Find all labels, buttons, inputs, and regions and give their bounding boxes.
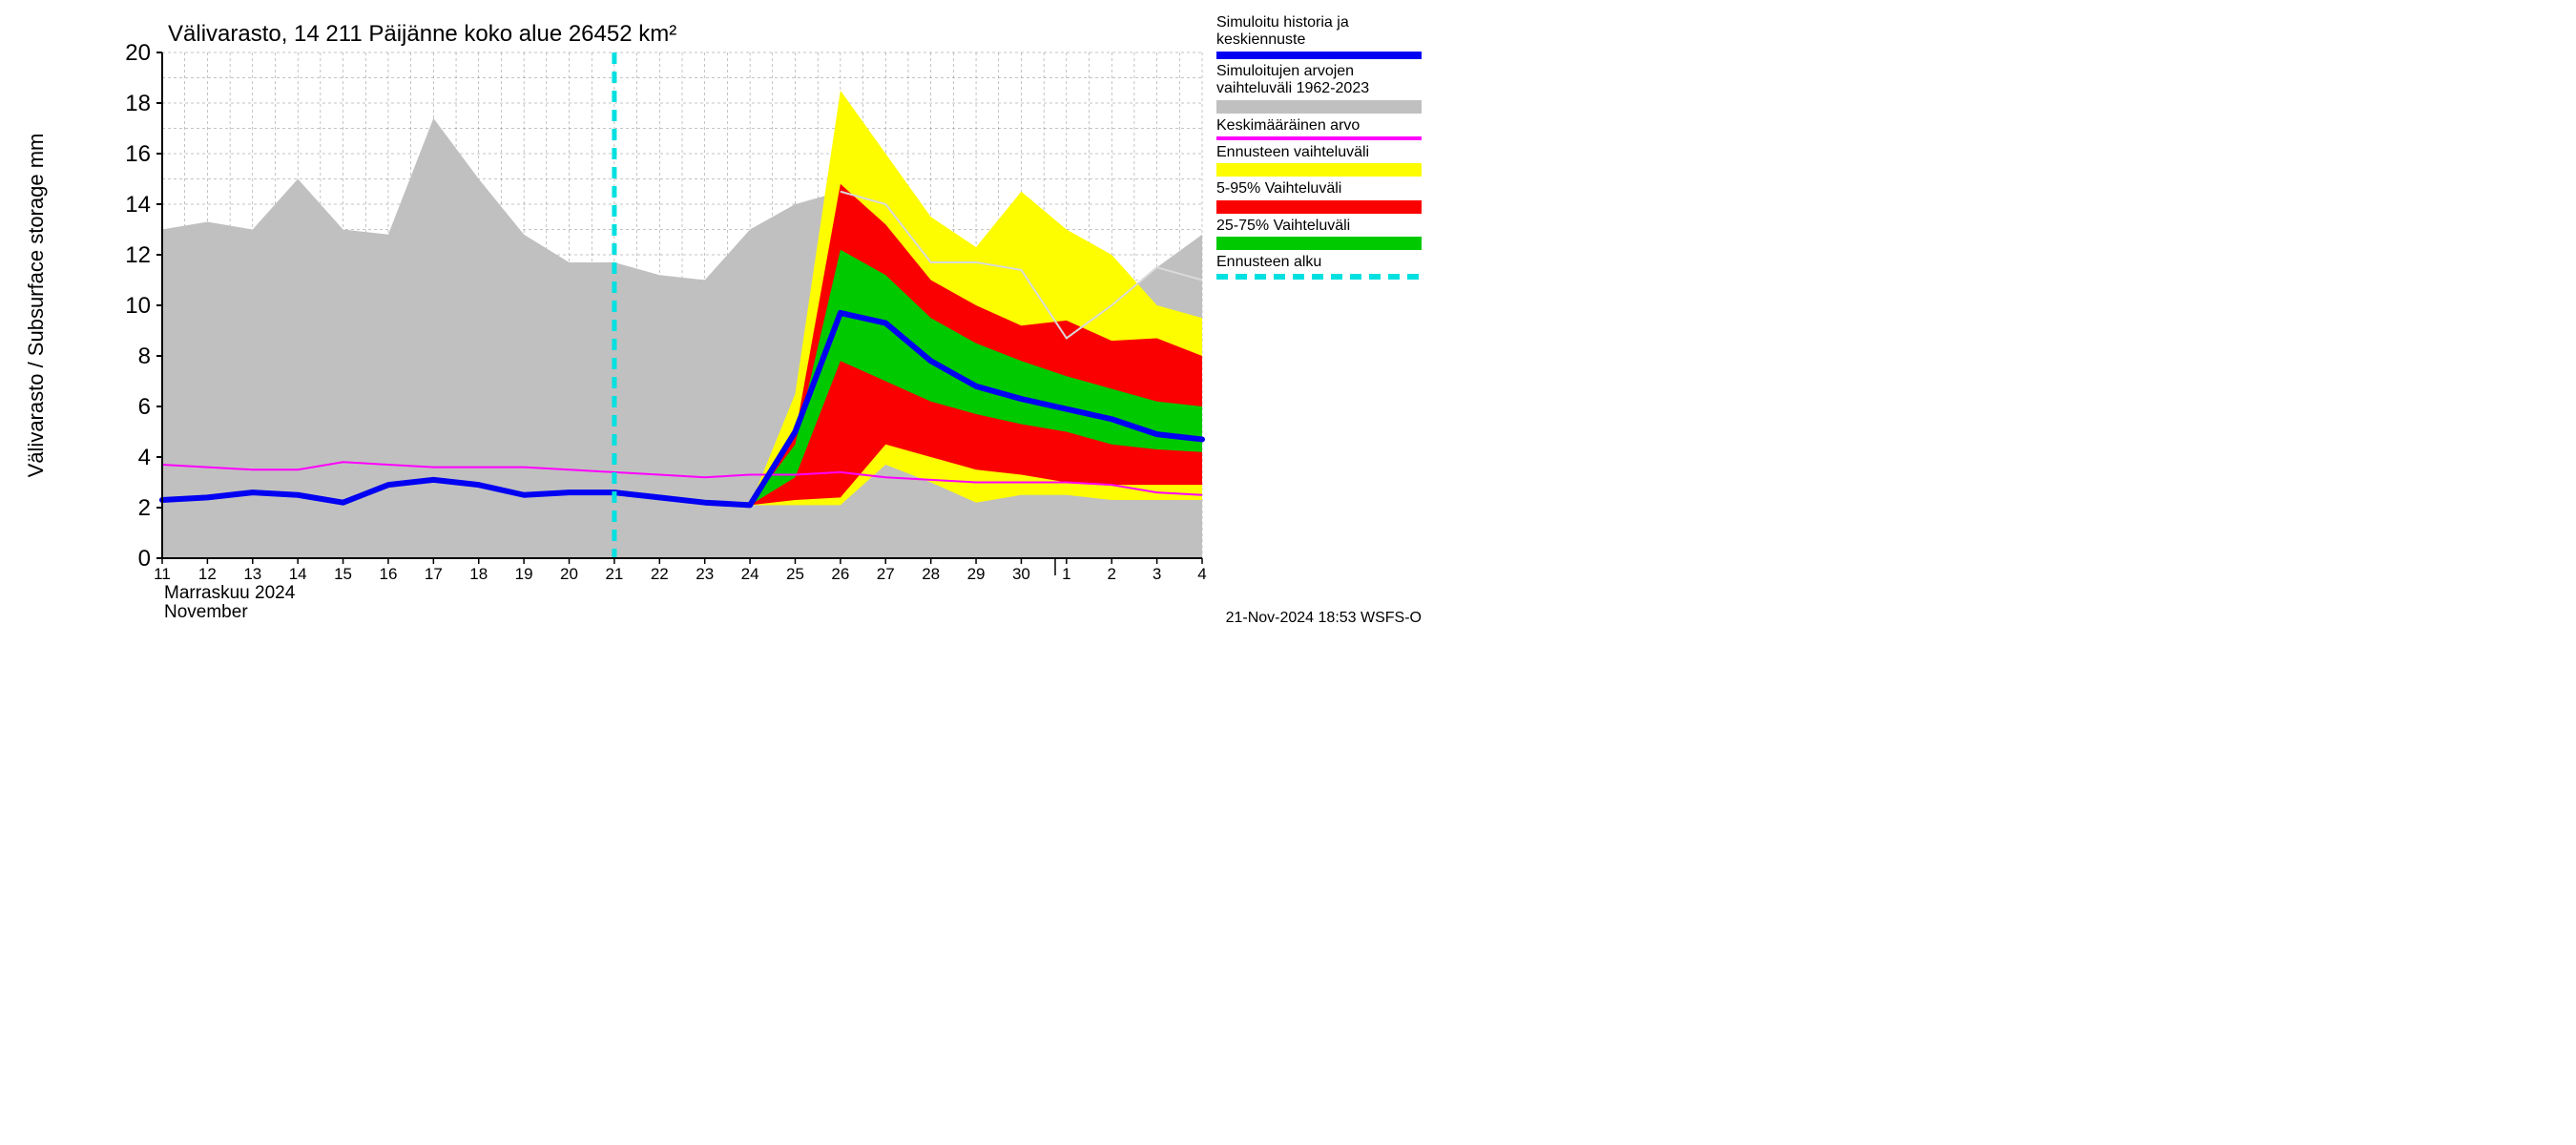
y-axis-label: Välivarasto / Subsurface storage mm bbox=[24, 134, 48, 478]
x-tick-label: 12 bbox=[198, 565, 217, 583]
x-tick-label: 2 bbox=[1107, 565, 1115, 583]
chart-container: 0246810121416182011121314151617181920212… bbox=[0, 0, 1431, 636]
y-tick-label: 2 bbox=[138, 495, 151, 521]
chart-title: Välivarasto, 14 211 Päijänne koko alue 2… bbox=[168, 21, 676, 47]
y-tick-label: 18 bbox=[125, 91, 151, 116]
legend-item: 5-95% Vaihteluväli bbox=[1216, 180, 1422, 213]
x-tick-label: 15 bbox=[334, 565, 352, 583]
legend-swatch bbox=[1216, 274, 1422, 280]
x-tick-label: 19 bbox=[515, 565, 533, 583]
x-tick-label: 14 bbox=[289, 565, 307, 583]
x-tick-label: 21 bbox=[605, 565, 623, 583]
x-tick-label: 25 bbox=[786, 565, 804, 583]
legend-swatch bbox=[1216, 136, 1422, 140]
x-tick-label: 3 bbox=[1153, 565, 1161, 583]
legend-label: 25-75% Vaihteluväli bbox=[1216, 218, 1422, 235]
x-tick-label: 22 bbox=[651, 565, 669, 583]
x-tick-label: 17 bbox=[425, 565, 443, 583]
x-tick-label: 1 bbox=[1062, 565, 1070, 583]
x-tick-label: 20 bbox=[560, 565, 578, 583]
legend-item: Simuloitu historia ja keskiennuste bbox=[1216, 14, 1422, 59]
x-tick-label: 11 bbox=[154, 565, 171, 583]
legend-label: Keskimääräinen arvo bbox=[1216, 117, 1422, 135]
legend: Simuloitu historia ja keskiennuste Simulo… bbox=[1216, 14, 1422, 283]
x-tick-label: 27 bbox=[877, 565, 895, 583]
x-tick-label: 24 bbox=[741, 565, 759, 583]
legend-item: Simuloitujen arvojen vaihteluväli 1962-2… bbox=[1216, 63, 1422, 114]
x-tick-label: 30 bbox=[1012, 565, 1030, 583]
y-tick-label: 0 bbox=[138, 546, 151, 572]
y-tick-label: 8 bbox=[138, 344, 151, 369]
legend-swatch bbox=[1216, 163, 1422, 177]
legend-label: Ennusteen alku bbox=[1216, 254, 1422, 271]
legend-swatch bbox=[1216, 237, 1422, 250]
legend-label: Ennusteen vaihteluväli bbox=[1216, 144, 1422, 161]
legend-item: Keskimääräinen arvo bbox=[1216, 117, 1422, 140]
y-tick-label: 4 bbox=[138, 445, 151, 470]
legend-swatch bbox=[1216, 100, 1422, 114]
x-month-label-fi: Marraskuu 2024 bbox=[164, 583, 296, 603]
legend-label: Simuloitujen arvojen vaihteluväli 1962-2… bbox=[1216, 63, 1422, 98]
y-tick-label: 14 bbox=[125, 192, 151, 218]
x-tick-label: 13 bbox=[243, 565, 261, 583]
legend-item: Ennusteen vaihteluväli bbox=[1216, 144, 1422, 177]
x-tick-label: 26 bbox=[831, 565, 849, 583]
x-tick-label: 28 bbox=[922, 565, 940, 583]
x-tick-label: 23 bbox=[696, 565, 714, 583]
x-tick-label: 29 bbox=[967, 565, 986, 583]
footer-timestamp: 21-Nov-2024 18:53 WSFS-O bbox=[1226, 610, 1422, 627]
x-month-label-en: November bbox=[164, 602, 248, 622]
x-tick-label: 18 bbox=[469, 565, 488, 583]
legend-swatch bbox=[1216, 200, 1422, 214]
y-tick-label: 12 bbox=[125, 242, 151, 268]
x-tick-label: 4 bbox=[1197, 565, 1206, 583]
x-tick-label: 16 bbox=[379, 565, 397, 583]
y-tick-label: 16 bbox=[125, 141, 151, 167]
legend-item: 25-75% Vaihteluväli bbox=[1216, 218, 1422, 250]
y-tick-label: 20 bbox=[125, 40, 151, 66]
legend-label: 5-95% Vaihteluväli bbox=[1216, 180, 1422, 198]
legend-label: Simuloitu historia ja keskiennuste bbox=[1216, 14, 1422, 50]
y-tick-label: 10 bbox=[125, 293, 151, 319]
y-tick-label: 6 bbox=[138, 394, 151, 420]
legend-item: Ennusteen alku bbox=[1216, 254, 1422, 279]
legend-swatch bbox=[1216, 52, 1422, 59]
